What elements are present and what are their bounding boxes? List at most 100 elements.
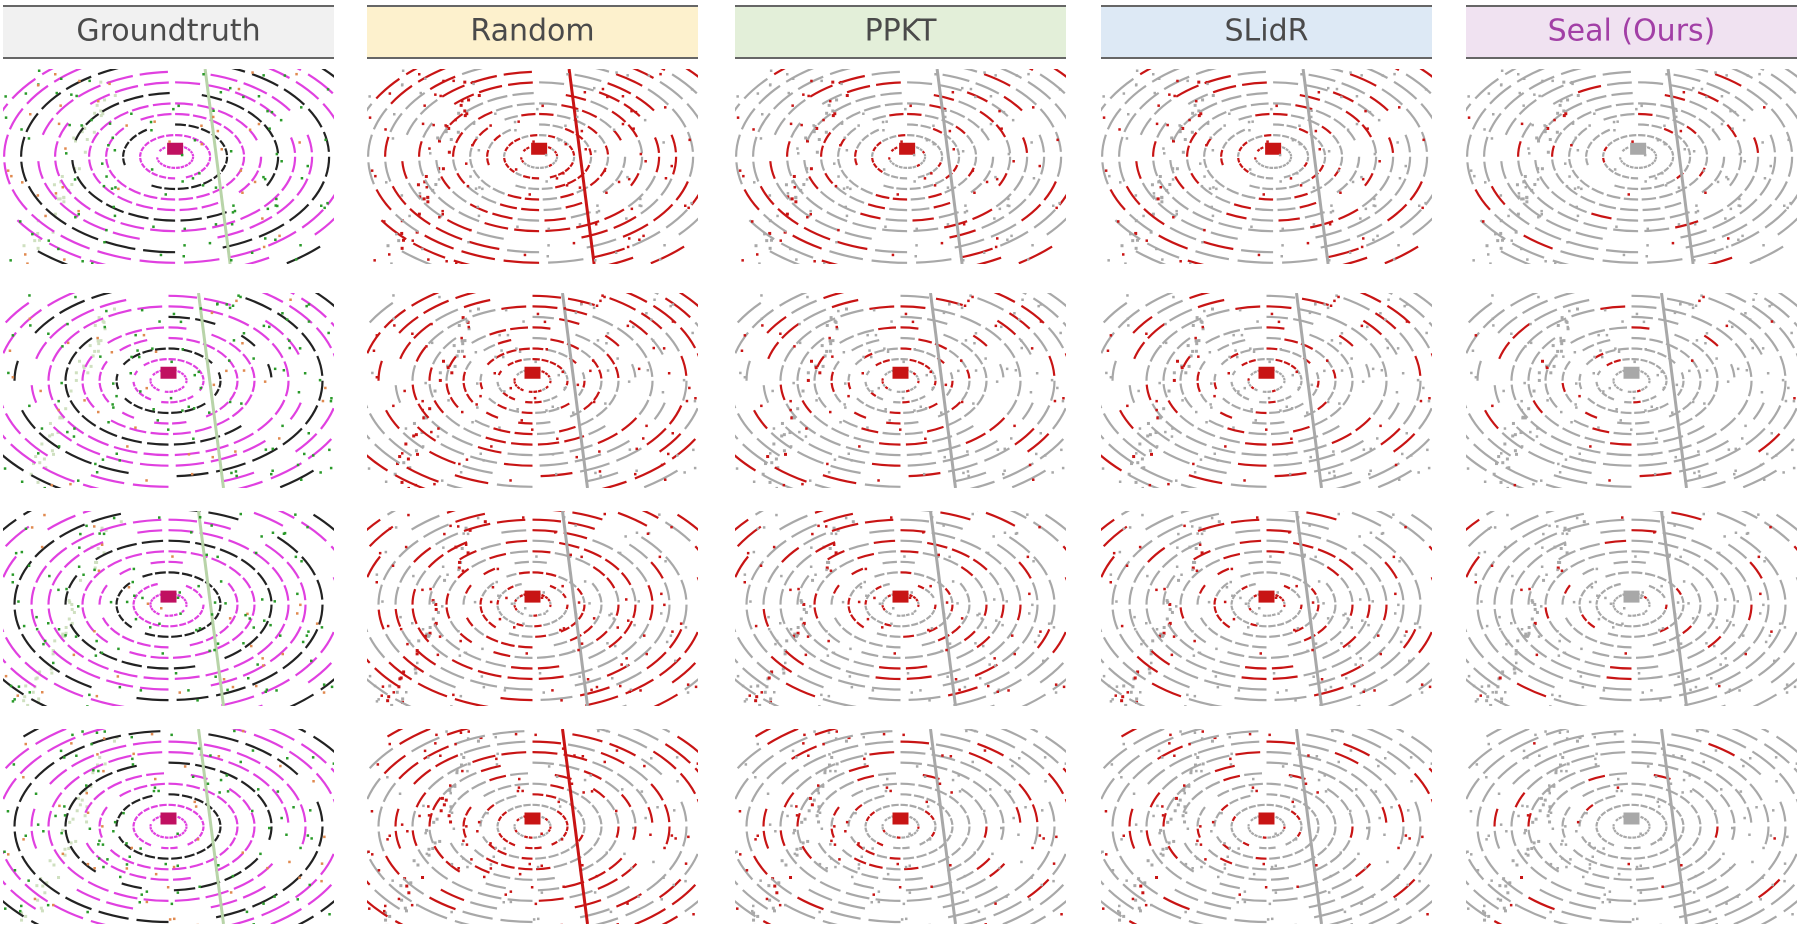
point [93, 560, 97, 564]
point [1725, 245, 1729, 249]
scan-arc [1654, 153, 1658, 157]
scan-arc [1779, 355, 1787, 376]
point [73, 427, 76, 430]
scan-arc [1602, 259, 1639, 264]
point [99, 339, 103, 343]
scan-arc [1602, 462, 1632, 467]
scan-arc [186, 280, 228, 284]
scan-arc [336, 411, 350, 434]
scan-arc [544, 595, 549, 600]
column-title: Groundtruth [76, 14, 260, 49]
point [1531, 123, 1534, 127]
point [1752, 298, 1755, 301]
scan-arc [1613, 431, 1632, 436]
scan-arc [590, 100, 609, 111]
point [213, 648, 216, 652]
scan-arc [181, 227, 207, 233]
scan-arc [440, 175, 451, 190]
scan-arc [598, 369, 603, 379]
scan-arc [566, 342, 580, 350]
point [77, 167, 81, 171]
scan-arc [1609, 326, 1628, 331]
point [414, 433, 418, 437]
point [1332, 470, 1336, 473]
scan-arc [492, 212, 513, 220]
scan-arc [497, 281, 540, 284]
scan-arc [586, 238, 617, 249]
scan-arc [523, 161, 527, 166]
point [262, 245, 266, 249]
point [1197, 109, 1201, 113]
scan-arc [104, 147, 109, 157]
point [294, 513, 297, 516]
point [868, 349, 871, 352]
point [752, 128, 755, 131]
point [789, 122, 793, 126]
point [615, 71, 618, 74]
scan-arc [688, 156, 695, 177]
scan-arc [477, 445, 502, 454]
scan-arc [502, 615, 509, 621]
point [877, 386, 880, 390]
scan-arc [135, 203, 154, 210]
scan-arc [1550, 435, 1572, 447]
scan-arc [1275, 186, 1287, 190]
scan-arc [179, 504, 221, 508]
point [72, 610, 76, 614]
point [1155, 197, 1159, 201]
scan-arc [814, 218, 839, 232]
scan-arc [294, 433, 318, 453]
point [561, 370, 564, 374]
scan-arc [88, 145, 93, 157]
scan-arc [1272, 451, 1298, 457]
scan-arc [907, 112, 922, 116]
scan-arc [98, 382, 103, 393]
scan-arc [139, 151, 142, 157]
scan-arc [1781, 380, 1787, 401]
scan-arc [240, 558, 256, 571]
scan-arc [1182, 355, 1191, 368]
point [107, 144, 110, 147]
scan-arc [1165, 420, 1183, 435]
scan-arc [665, 332, 680, 352]
scan-arc [1633, 400, 1641, 404]
point [92, 130, 96, 134]
point [578, 223, 582, 226]
point [1673, 311, 1677, 315]
scan-arc [1251, 218, 1274, 222]
point [132, 567, 136, 571]
point [77, 209, 80, 213]
scan-arc [1108, 157, 1113, 183]
scan-arc [945, 278, 978, 286]
point [513, 120, 517, 124]
scan-arc [604, 558, 620, 571]
point [1051, 471, 1054, 474]
point [861, 372, 864, 375]
scan-arc [1774, 181, 1788, 201]
scan-arc [1349, 380, 1354, 393]
point [212, 383, 216, 387]
scan-arc [646, 427, 667, 446]
scan-arc [304, 405, 319, 425]
point [605, 342, 608, 345]
point [178, 591, 181, 594]
point [840, 82, 843, 86]
scan-arc [1649, 338, 1664, 344]
scan-arc [18, 560, 33, 581]
scan-arc [635, 342, 648, 359]
point [1258, 366, 1275, 379]
scan-arc [1152, 160, 1159, 177]
scan-arc [532, 571, 544, 575]
scan-arc [216, 349, 228, 359]
scan-arc [215, 686, 246, 697]
scan-arc [829, 250, 864, 261]
scan-arc [1062, 354, 1067, 381]
point [533, 396, 537, 400]
point [751, 220, 754, 223]
scan-arc [1343, 297, 1371, 311]
point [1280, 255, 1283, 258]
point [463, 80, 467, 84]
scan-arc [1326, 342, 1340, 353]
scan-arc [95, 549, 113, 561]
scan-arc [217, 229, 244, 239]
